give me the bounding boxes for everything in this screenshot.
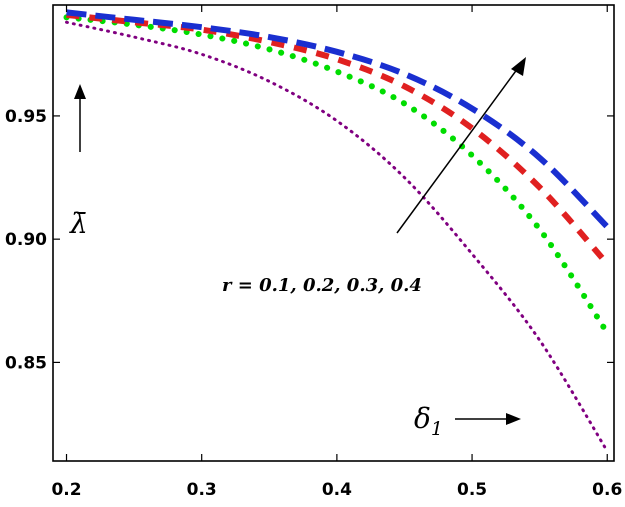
direction-arrow [396,57,526,234]
series-line-1 [65,20,609,453]
r-values-annotation: r = 0.1, 0.2, 0.3, 0.4 [222,275,422,296]
x-right-arrow-head [506,413,521,425]
trend-arrow-head [511,57,526,76]
series-line-3 [66,11,610,266]
x-axis-label-group: δ1 [414,402,521,440]
x-tick-label: 0.6 [592,480,622,500]
y-up-arrow-head [74,84,86,99]
series-line-2 [63,14,611,336]
y-axis-label-group: λ̄ [69,84,88,240]
series-line-4 [66,9,610,229]
plot-frame [52,4,615,462]
x-axis-label: δ1 [414,402,443,440]
tick-layer: 0.2 0.3 0.4 0.5 0.6 0.85 0.90 0.95 [5,5,622,500]
x-tick-label: 0.2 [51,480,81,500]
y-tick-label: 0.95 [5,107,47,127]
y-axis-label: λ̄ [69,207,88,240]
y-tick-label: 0.85 [5,353,47,373]
x-tick-label: 0.4 [322,480,352,500]
x-tick-label: 0.3 [187,480,217,500]
series-layer [63,9,611,453]
x-tick-label: 0.5 [457,480,487,500]
y-tick-label: 0.90 [5,230,47,250]
trend-arrow-line [396,67,519,234]
